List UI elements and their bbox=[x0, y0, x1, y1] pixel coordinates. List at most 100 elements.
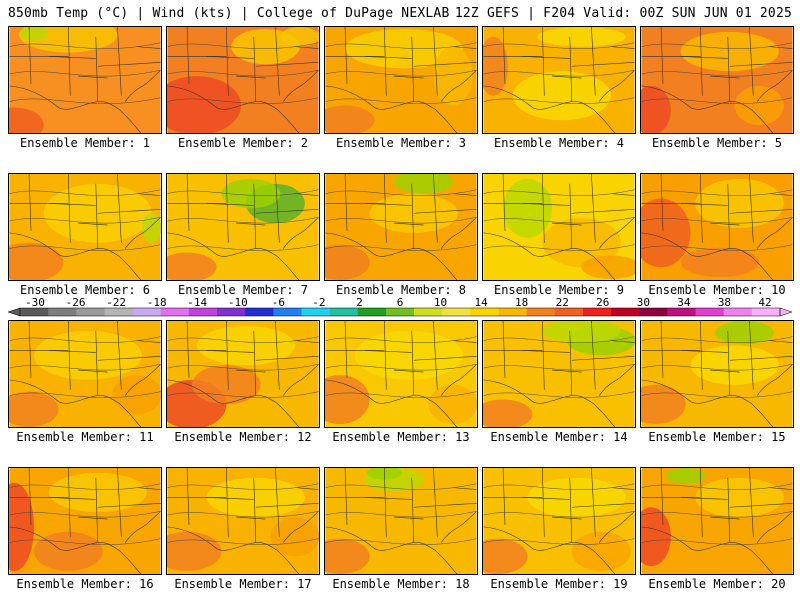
ensemble-map-panel bbox=[166, 467, 320, 575]
colorbar-tick-label: -22 bbox=[106, 296, 127, 309]
state-border bbox=[48, 203, 96, 206]
state-border bbox=[440, 510, 477, 543]
state-border bbox=[226, 468, 229, 537]
state-border bbox=[591, 321, 596, 390]
height-contour bbox=[167, 336, 319, 343]
height-contour bbox=[9, 510, 161, 518]
state-border bbox=[294, 193, 319, 196]
colorbar-tick-label: 18 bbox=[515, 296, 529, 309]
state-border bbox=[206, 56, 254, 59]
ensemble-member-label: Ensemble Member: 6 bbox=[19, 283, 151, 297]
state-border bbox=[344, 27, 348, 84]
state-border bbox=[598, 363, 635, 396]
state-border bbox=[680, 497, 728, 500]
state-border bbox=[542, 468, 545, 537]
state-border bbox=[700, 468, 703, 537]
temperature-shading bbox=[512, 71, 612, 121]
temperature-field-map bbox=[483, 468, 635, 574]
state-border bbox=[344, 321, 348, 378]
state-border bbox=[394, 369, 424, 373]
ensemble-map-panel bbox=[482, 320, 636, 428]
temperature-shading bbox=[428, 384, 477, 425]
temperature-shading bbox=[571, 531, 631, 572]
colorbar-tick-label: -18 bbox=[146, 296, 167, 309]
temperature-shading bbox=[43, 183, 152, 243]
state-border bbox=[756, 216, 793, 249]
height-contour bbox=[167, 69, 319, 77]
colorbar-swatch bbox=[442, 308, 471, 316]
temperature-field-map bbox=[325, 321, 477, 427]
ensemble-map-panel bbox=[640, 467, 794, 575]
state-border bbox=[756, 510, 793, 543]
temperature-field-map bbox=[9, 468, 161, 574]
temperature-shading bbox=[641, 384, 686, 425]
state-border bbox=[275, 174, 280, 243]
state-border bbox=[344, 174, 348, 231]
ensemble-member-label: Ensemble Member: 15 bbox=[648, 430, 786, 444]
temperature-shading bbox=[48, 472, 147, 513]
state-border bbox=[660, 321, 664, 378]
height-contour bbox=[9, 69, 161, 77]
state-border bbox=[710, 369, 740, 373]
ensemble-member-label: Ensemble Member: 19 bbox=[490, 577, 628, 591]
colorbar-swatch bbox=[329, 308, 359, 316]
height-contour bbox=[9, 216, 161, 224]
state-border bbox=[522, 56, 570, 59]
colorbar-swatch bbox=[751, 308, 781, 316]
colorbar-swatch bbox=[723, 308, 753, 316]
ensemble-member-label: Ensemble Member: 16 bbox=[16, 577, 154, 591]
height-contour bbox=[325, 363, 477, 371]
state-border bbox=[411, 183, 415, 249]
state-border bbox=[522, 497, 570, 500]
state-border bbox=[433, 27, 438, 96]
state-border bbox=[571, 62, 635, 67]
colorbar-tick-label: 10 bbox=[433, 296, 448, 309]
temperature-shading bbox=[680, 31, 779, 72]
temperature-shading bbox=[641, 198, 691, 268]
state-border bbox=[571, 209, 635, 214]
height-contour bbox=[9, 189, 161, 196]
colorbar-swatch bbox=[104, 308, 134, 316]
temperature-field-map bbox=[641, 321, 793, 427]
ensemble-map-panel bbox=[166, 173, 320, 281]
state-border bbox=[598, 216, 635, 249]
ensemble-map-panel bbox=[482, 467, 636, 575]
ensemble-member-label: Ensemble Member: 11 bbox=[16, 430, 154, 444]
ensemble-member-label: Ensemble Member: 3 bbox=[335, 136, 467, 150]
state-border bbox=[253, 36, 257, 102]
height-contour bbox=[641, 510, 793, 518]
ensemble-map-panel bbox=[166, 26, 320, 134]
height-contour bbox=[483, 510, 635, 518]
temperature-shading bbox=[715, 321, 774, 345]
colorbar-swatch bbox=[639, 308, 668, 316]
state-border bbox=[68, 468, 71, 537]
temperature-field-map bbox=[483, 27, 635, 133]
colorbar-swatch bbox=[385, 308, 415, 316]
height-contour bbox=[325, 244, 477, 251]
height-contour bbox=[483, 391, 635, 398]
state-border bbox=[255, 62, 319, 67]
state-border bbox=[727, 36, 731, 102]
state-border bbox=[756, 69, 793, 102]
state-border bbox=[542, 174, 545, 243]
temperature-shading bbox=[191, 365, 261, 405]
temperature-field-map bbox=[325, 468, 477, 574]
temperature-shading bbox=[354, 330, 463, 380]
state-border bbox=[253, 183, 257, 249]
ensemble-map-panel bbox=[640, 320, 794, 428]
state-border bbox=[440, 69, 477, 102]
state-border bbox=[542, 321, 545, 390]
ensemble-member-label: Ensemble Member: 5 bbox=[651, 136, 783, 150]
state-border bbox=[749, 174, 754, 243]
state-border bbox=[660, 27, 664, 84]
ensemble-member-label: Ensemble Member: 9 bbox=[493, 283, 625, 297]
height-contour bbox=[641, 391, 793, 398]
state-border bbox=[571, 356, 635, 361]
colorbar-tick-label: -14 bbox=[187, 296, 208, 309]
state-border bbox=[294, 340, 319, 343]
temperature-shading bbox=[9, 391, 59, 427]
temperature-shading bbox=[680, 247, 760, 278]
state-border bbox=[78, 516, 108, 520]
state-border bbox=[68, 321, 71, 390]
colorbar-tick-label: -6 bbox=[271, 296, 285, 309]
